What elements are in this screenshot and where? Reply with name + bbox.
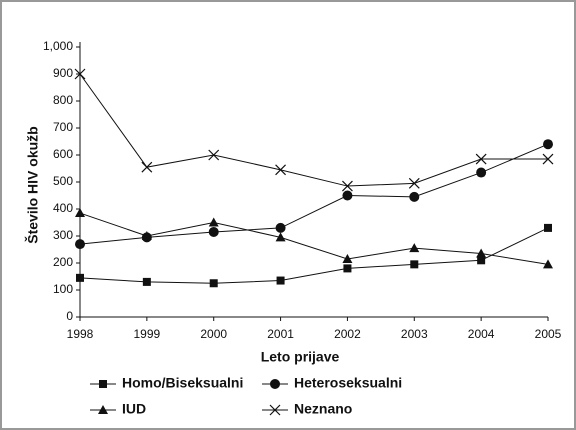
point bbox=[342, 253, 353, 263]
x-tick-label: 2004 bbox=[468, 327, 495, 341]
point bbox=[475, 153, 487, 165]
point bbox=[543, 259, 553, 269]
point bbox=[275, 222, 286, 233]
point bbox=[476, 248, 487, 258]
point bbox=[75, 239, 85, 250]
x-tick-label: 2001 bbox=[267, 327, 294, 341]
point bbox=[142, 277, 151, 286]
y-tick-label: 300 bbox=[53, 228, 73, 242]
x-tick-label: 2002 bbox=[334, 327, 361, 341]
x-tick-label: 1998 bbox=[67, 327, 94, 341]
point bbox=[76, 273, 84, 282]
point bbox=[141, 161, 153, 173]
point bbox=[543, 139, 553, 150]
point bbox=[408, 177, 420, 189]
y-axis-label: Število HIV okužb bbox=[24, 126, 41, 243]
y-tick-label: 700 bbox=[53, 120, 73, 134]
point bbox=[410, 260, 419, 269]
legend-marker bbox=[98, 405, 108, 414]
point bbox=[476, 167, 487, 178]
point bbox=[209, 279, 218, 288]
point bbox=[477, 256, 486, 265]
series-line bbox=[79, 143, 549, 245]
point bbox=[74, 68, 86, 80]
y-tick-label: 200 bbox=[53, 255, 73, 269]
y-tick-label: 100 bbox=[53, 282, 73, 296]
point bbox=[141, 231, 152, 240]
y-tick-label: 0 bbox=[66, 309, 73, 323]
point bbox=[544, 223, 552, 232]
y-tick-label: 900 bbox=[53, 66, 73, 80]
series-line bbox=[79, 212, 549, 265]
y-tick-label: 600 bbox=[53, 147, 73, 161]
y-tick-label: 800 bbox=[53, 93, 73, 107]
point bbox=[409, 191, 420, 202]
x-tick-label: 2000 bbox=[200, 327, 227, 341]
legend-label: Heteroseksualni bbox=[294, 375, 402, 391]
point bbox=[343, 264, 352, 273]
point bbox=[342, 180, 353, 192]
x-axis-label: Leto prijave bbox=[261, 349, 340, 365]
y-tick-label: 1,000 bbox=[43, 39, 73, 53]
point bbox=[208, 217, 219, 227]
series-line bbox=[79, 73, 548, 187]
legend-marker bbox=[99, 380, 107, 388]
legend-label: Homo/Biseksualni bbox=[122, 375, 243, 391]
legend-label: IUD bbox=[122, 401, 146, 417]
point bbox=[276, 276, 285, 285]
legend-label: Neznano bbox=[294, 401, 352, 417]
point bbox=[342, 190, 353, 201]
legend-marker bbox=[269, 404, 281, 416]
x-tick-label: 1999 bbox=[134, 327, 161, 341]
series-line bbox=[79, 227, 549, 284]
y-tick-label: 400 bbox=[53, 201, 73, 215]
point bbox=[542, 153, 554, 165]
point bbox=[208, 226, 219, 237]
x-tick-label: 2003 bbox=[401, 327, 428, 341]
x-tick-label: 2005 bbox=[535, 327, 562, 341]
point bbox=[75, 208, 85, 218]
legend-marker bbox=[270, 379, 280, 389]
y-tick-label: 500 bbox=[53, 174, 73, 188]
point bbox=[208, 149, 220, 161]
point bbox=[275, 164, 286, 176]
point bbox=[409, 243, 420, 253]
point bbox=[275, 232, 286, 242]
